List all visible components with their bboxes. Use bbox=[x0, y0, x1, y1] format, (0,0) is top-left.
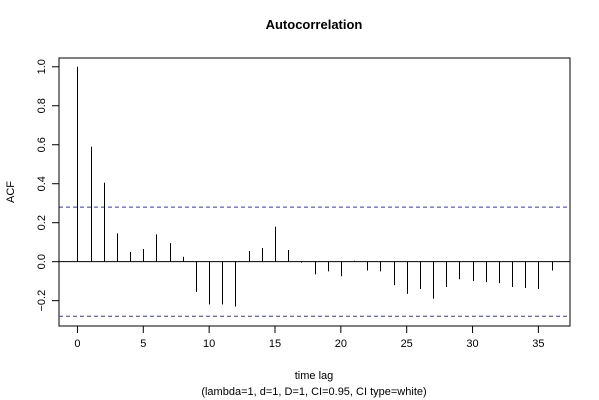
y-tick-label-3: 0.4 bbox=[36, 176, 48, 191]
x-axis-label: time lag bbox=[295, 370, 334, 382]
y-tick-label-5: 0.8 bbox=[36, 98, 48, 113]
y-axis-label: ACF bbox=[5, 181, 17, 203]
y-tick-label-0: −0.2 bbox=[36, 290, 48, 312]
y-tick-label-6: 1.0 bbox=[36, 59, 48, 74]
x-tick-label-5: 5 bbox=[140, 338, 146, 350]
x-tick-label-25: 25 bbox=[401, 338, 413, 350]
chart-title: Autocorrelation bbox=[266, 17, 363, 32]
x-axis-subtitle: (lambda=1, d=1, D=1, CI=0.95, CI type=wh… bbox=[201, 386, 426, 398]
plot-frame bbox=[58, 57, 571, 327]
x-tick-label-35: 35 bbox=[532, 338, 544, 350]
y-tick-label-2: 0.2 bbox=[36, 215, 48, 230]
x-tick-label-15: 15 bbox=[269, 338, 281, 350]
x-tick-label-20: 20 bbox=[335, 338, 347, 350]
x-tick-label-10: 10 bbox=[203, 338, 215, 350]
y-tick-label-4: 0.6 bbox=[36, 137, 48, 152]
x-tick-label-30: 30 bbox=[466, 338, 478, 350]
y-tick-label-1: 0.0 bbox=[36, 254, 48, 269]
x-tick-label-0: 0 bbox=[74, 338, 80, 350]
